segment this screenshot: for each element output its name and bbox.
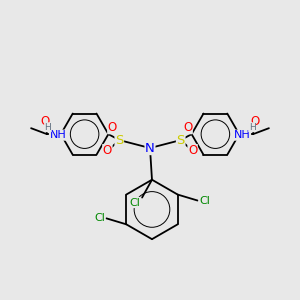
Text: S: S: [115, 134, 124, 147]
Text: N: N: [145, 142, 155, 154]
Text: O: O: [108, 121, 117, 134]
Text: S: S: [176, 134, 185, 147]
Text: Cl: Cl: [130, 197, 141, 208]
Text: H: H: [45, 123, 51, 132]
Text: O: O: [103, 145, 112, 158]
Text: Cl: Cl: [94, 213, 105, 224]
Text: O: O: [40, 115, 50, 128]
Text: NH: NH: [234, 130, 250, 140]
Text: Cl: Cl: [199, 196, 210, 206]
Text: O: O: [250, 115, 260, 128]
Text: H: H: [249, 123, 255, 132]
Text: O: O: [188, 145, 197, 158]
Text: NH: NH: [50, 130, 66, 140]
Text: O: O: [183, 121, 192, 134]
